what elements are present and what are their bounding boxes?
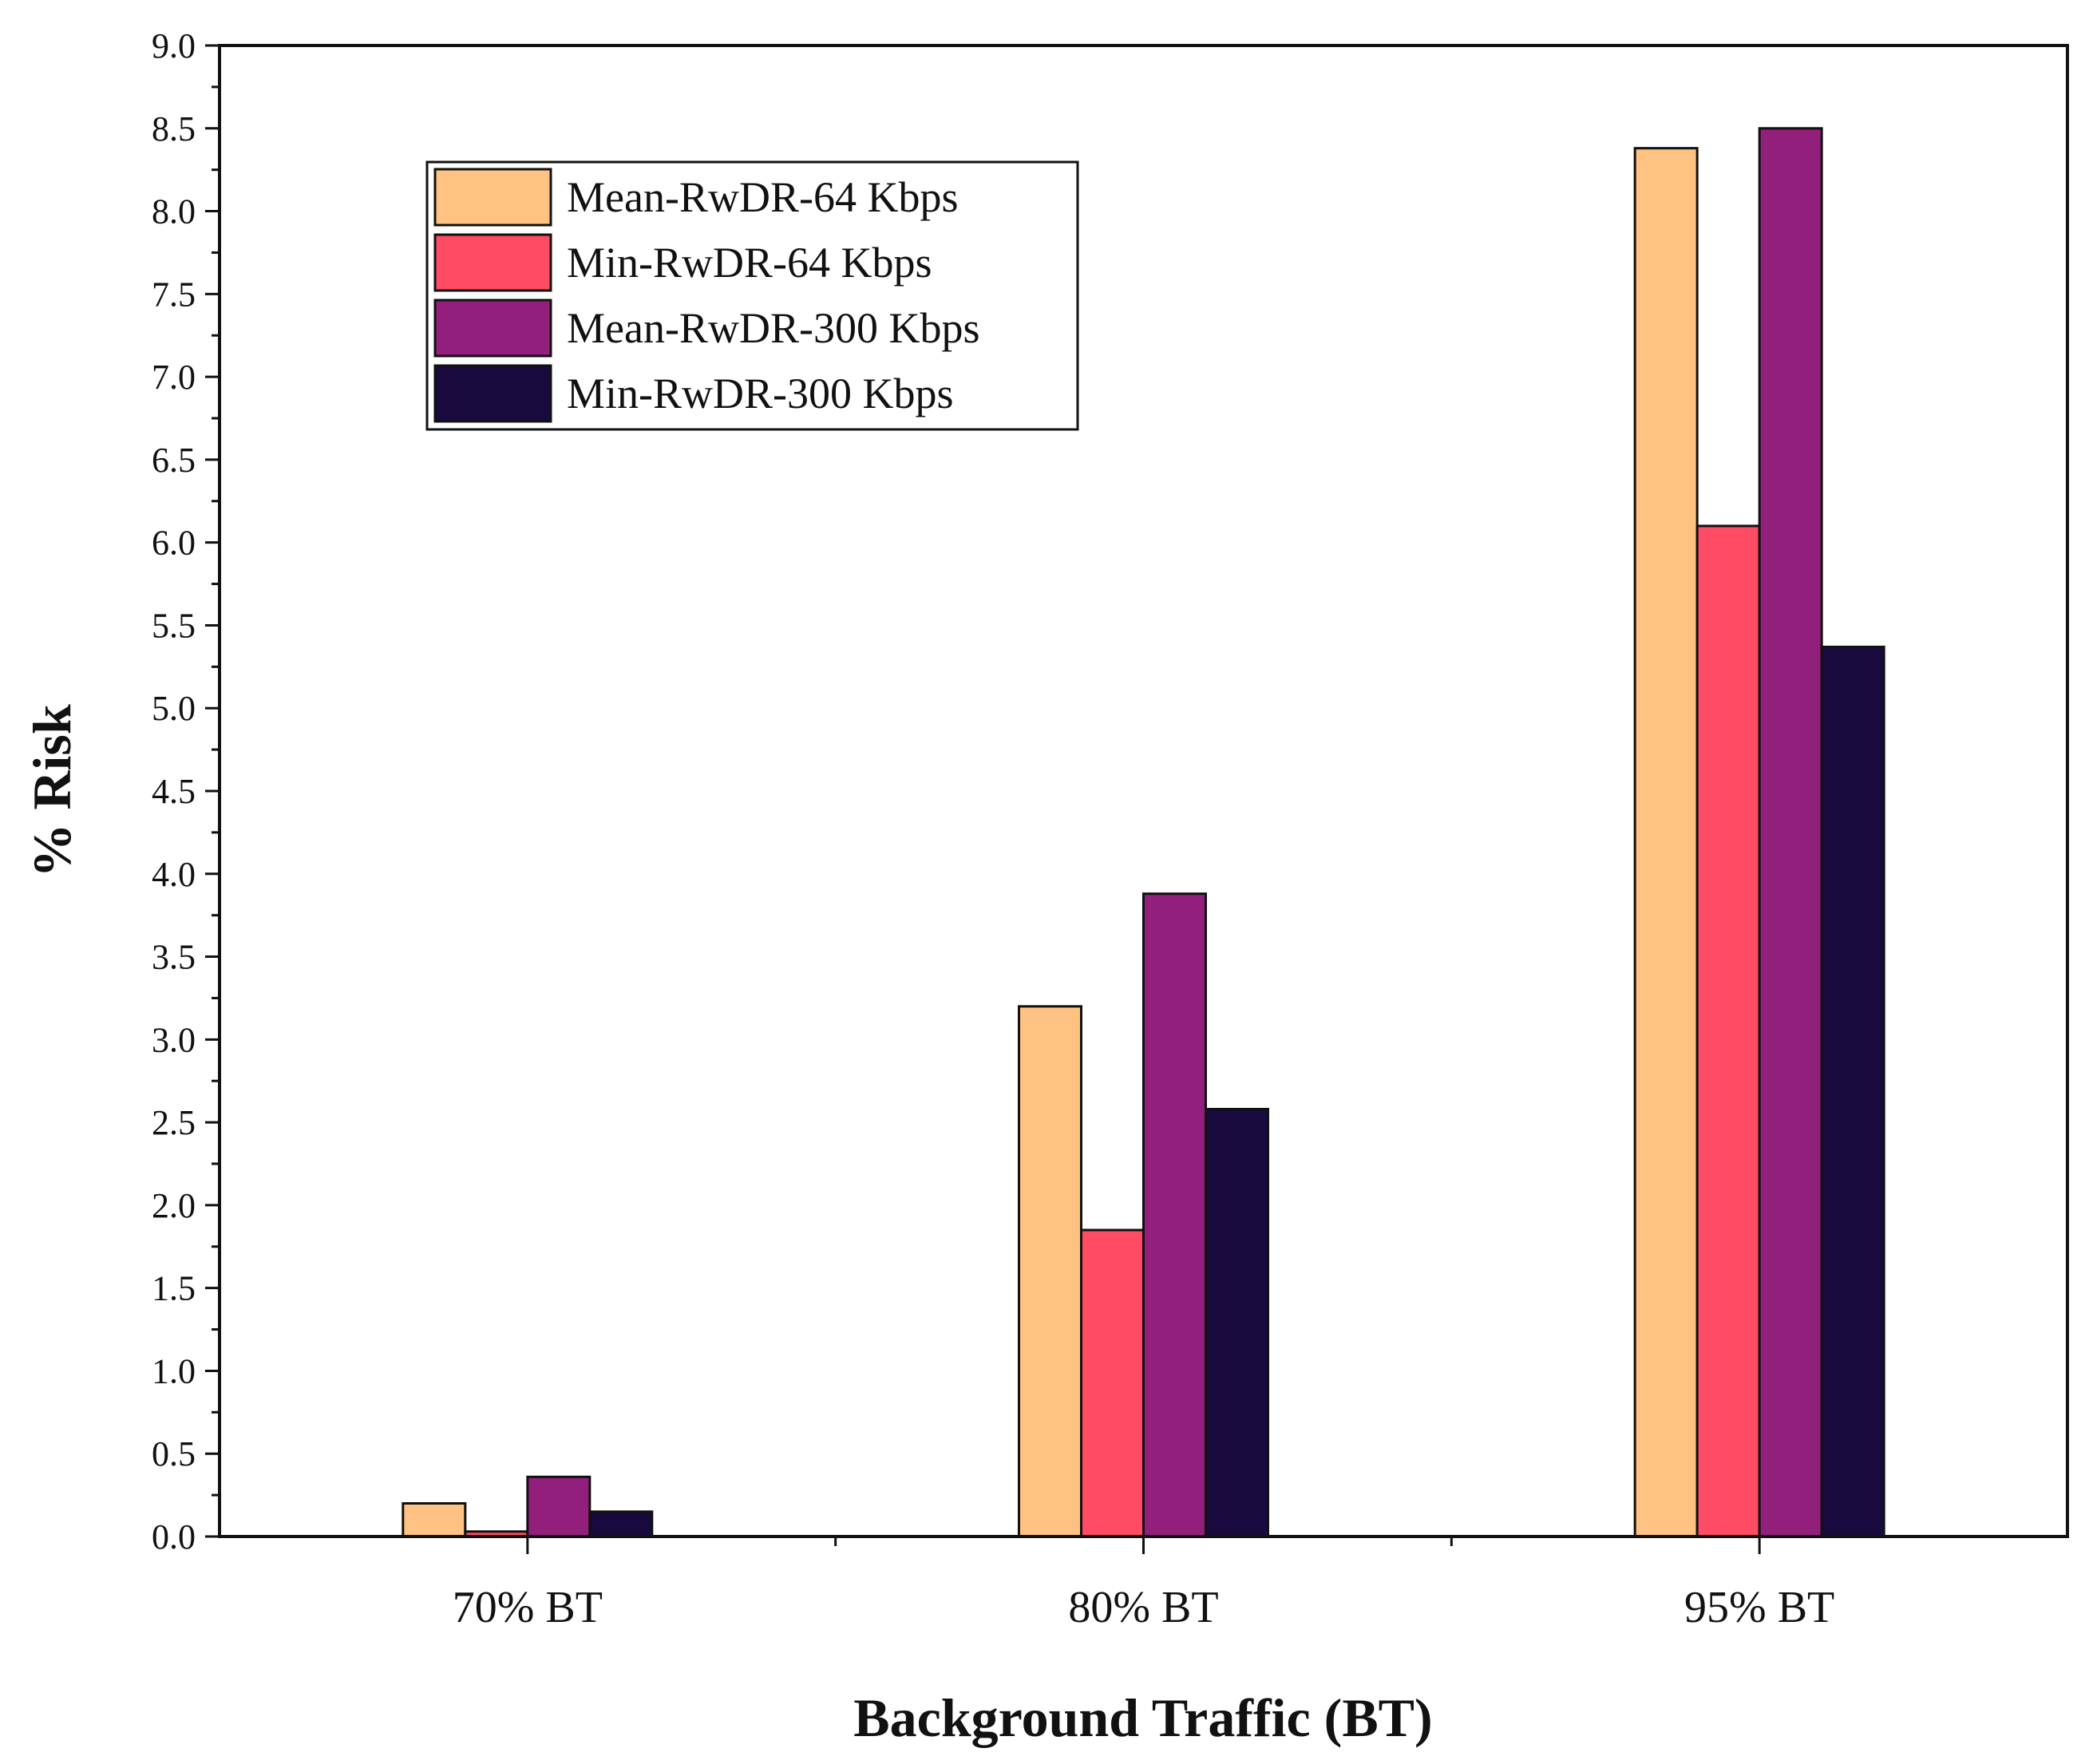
x-tick-label: 80% BT [1068,1583,1218,1632]
y-tick-label: 0.5 [152,1434,196,1473]
bars-layer [402,127,1885,1538]
legend-swatch-4 [433,364,552,423]
y-tick-label: 6.0 [152,524,196,563]
axis-ticks: 0.0 0.5 1.0 1.5 2.0 2.5 3.0 3.5 4.0 4.5 5.0 5.5 6.0 6… [152,26,1834,1632]
y-tick-label: 2.0 [152,1186,196,1225]
y-tick-label: 8.0 [152,192,196,231]
legend-label-1: Mean-RwDR-64 Kbps [567,173,958,221]
x-tick-label: 95% BT [1684,1583,1834,1632]
y-tick-label: 3.0 [152,1020,196,1059]
bar-1-2 [1018,1005,1082,1538]
bar-3-2 [1142,892,1207,1538]
bar-1-1 [402,1501,467,1538]
legend-swatch-1 [433,168,552,227]
y-tick-label: 1.0 [152,1351,196,1390]
legend-swatch-3 [433,299,552,358]
y-tick-label: 4.0 [152,855,196,894]
bar-1-3 [1633,147,1699,1538]
y-tick-label: 5.0 [152,689,196,728]
y-axis-title: % Risk [22,704,82,877]
bar-2-3 [1695,524,1761,1538]
y-tick-label: 4.5 [152,772,196,811]
x-tick-label: 70% BT [453,1583,603,1632]
y-tick-label: 2.5 [152,1103,196,1142]
y-tick-label: 6.5 [152,441,196,480]
x-axis-title: Background Traffic (BT) [853,1687,1432,1748]
legend-label-4: Min-RwDR-300 Kbps [567,370,954,417]
legend-label-2: Min-RwDR-64 Kbps [567,239,932,287]
legend-label-3: Mean-RwDR-300 Kbps [567,304,979,352]
bar-4-3 [1820,645,1885,1538]
y-tick-label: 5.5 [152,606,196,645]
bar-3-3 [1758,127,1823,1538]
bar-4-1 [588,1510,654,1538]
y-tick-label: 9.0 [152,26,196,65]
bar-3-1 [526,1475,591,1538]
y-tick-label: 0.0 [152,1517,196,1556]
bar-4-2 [1205,1108,1269,1538]
bar-2-2 [1080,1228,1145,1538]
y-tick-label: 7.5 [152,275,196,314]
y-tick-label: 3.5 [152,938,196,977]
y-tick-label: 1.5 [152,1269,196,1308]
y-tick-label: 7.0 [152,358,196,397]
legend: Mean-RwDR-64 Kbps Min-RwDR-64 Kbps Mean-Rw… [425,160,1079,431]
y-tick-label: 8.5 [152,109,196,148]
legend-swatch-2 [433,233,552,292]
